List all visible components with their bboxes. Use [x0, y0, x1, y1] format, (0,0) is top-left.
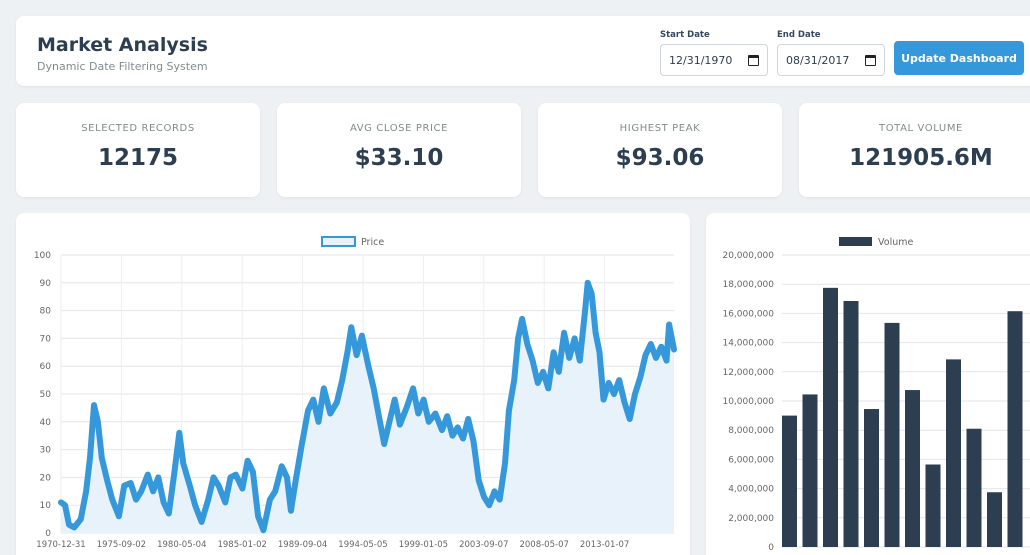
price-chart-card: Price 0 10 20 30 40 50 60 70 80 90 100 1970-12-31 197…	[16, 213, 690, 555]
start-date-value: 12/31/1970	[669, 53, 733, 67]
start-date-input[interactable]: 12/31/1970	[660, 44, 768, 76]
stat-label: AVG CLOSE PRICE	[349, 123, 449, 134]
y-tick-label: 14,000,000	[722, 339, 774, 349]
page-title: Market Analysis	[37, 34, 208, 56]
stat-label: TOTAL VOLUME	[879, 123, 963, 134]
stat-value: $93.06	[615, 145, 705, 171]
price-area	[61, 282, 674, 533]
x-tick-label: 1980-05-04	[157, 540, 206, 550]
update-dashboard-button[interactable]: Update Dashboard	[894, 41, 1024, 75]
y-tick-label: 80	[40, 307, 52, 317]
legend-swatch	[839, 237, 872, 246]
stat-label: SELECTED RECORDS	[81, 123, 195, 134]
y-tick-label: 12,000,000	[722, 368, 774, 378]
y-tick-label: 2,000,000	[728, 514, 774, 524]
stat-card-highest-peak: HIGHEST PEAK $93.06	[538, 103, 782, 197]
x-tick-label: 1975-09-02	[97, 540, 146, 550]
volume-bar	[864, 409, 879, 547]
y-tick-label: 100	[34, 251, 51, 261]
volume-bar	[966, 428, 982, 547]
volume-bar	[843, 300, 859, 547]
stat-value: 12175	[97, 145, 179, 171]
volume-bar	[987, 492, 1002, 547]
y-tick-label: 90	[40, 279, 52, 289]
price-legend: Price	[321, 236, 384, 248]
price-chart: Price 0 10 20 30 40 50 60 70 80 90 100 1970-12-31 197…	[34, 236, 677, 550]
volume-bar	[946, 359, 961, 547]
stat-label: HIGHEST PEAK	[619, 123, 701, 134]
y-tick-label: 8,000,000	[728, 426, 774, 436]
stat-card-total-volume: TOTAL VOLUME 121905.6M	[799, 103, 1030, 197]
y-tick-label: 10,000,000	[722, 397, 774, 407]
y-tick-label: 20,000,000	[722, 251, 774, 261]
y-tick-label: 6,000,000	[728, 455, 774, 465]
volume-bar	[823, 287, 838, 547]
volume-bar	[925, 464, 941, 547]
stat-value: $33.10	[354, 145, 444, 171]
y-tick-label: 20	[40, 473, 52, 483]
calendar-icon[interactable]	[748, 54, 759, 66]
volume-legend: Volume	[839, 237, 913, 248]
volume-bar	[905, 390, 920, 547]
header-card: Market Analysis Dynamic Date Filtering S…	[16, 16, 1030, 86]
volume-chart-card: Volume 0 2,000,000 4,000,000 6,000,000 8,000,…	[706, 213, 1030, 555]
start-date-label: Start Date	[660, 30, 710, 40]
y-tick-label: 10	[40, 501, 52, 511]
y-tick-label: 70	[40, 334, 52, 344]
y-tick-label: 50	[40, 390, 52, 400]
page-subtitle: Dynamic Date Filtering System	[37, 60, 208, 73]
y-tick-label: 0	[768, 543, 774, 553]
y-tick-label: 4,000,000	[728, 485, 774, 495]
y-tick-label: 40	[40, 418, 52, 428]
legend-label: Price	[361, 237, 384, 248]
calendar-icon[interactable]	[865, 54, 876, 66]
y-tick-label: 18,000,000	[722, 280, 774, 290]
volume-bar	[782, 415, 797, 547]
x-tick-label: 1989-09-04	[278, 540, 327, 550]
volume-bar	[1007, 311, 1023, 547]
x-tick-label: 1999-01-05	[399, 540, 448, 550]
volume-bar	[884, 322, 900, 547]
x-tick-label: 1985-01-02	[217, 540, 266, 550]
legend-label: Volume	[878, 237, 913, 248]
end-date-label: End Date	[777, 30, 821, 40]
stat-card-selected-records: SELECTED RECORDS 12175	[16, 103, 260, 197]
stat-card-avg-close-price: AVG CLOSE PRICE $33.10	[277, 103, 521, 197]
y-tick-label: 0	[45, 529, 51, 539]
y-tick-label: 30	[40, 446, 52, 456]
x-tick-label: 2008-05-07	[519, 540, 568, 550]
end-date-input[interactable]: 08/31/2017	[777, 44, 885, 76]
volume-chart: Volume 0 2,000,000 4,000,000 6,000,000 8,000,…	[722, 237, 1030, 553]
end-date-group: End Date 08/31/2017	[777, 30, 885, 76]
stat-value: 121905.6M	[849, 145, 993, 171]
x-tick-label: 2003-09-07	[459, 540, 508, 550]
volume-bar	[802, 394, 818, 547]
x-tick-label: 2013-01-07	[580, 540, 629, 550]
start-date-group: Start Date 12/31/1970	[660, 30, 768, 76]
x-tick-label: 1970-12-31	[36, 540, 85, 550]
x-tick-label: 1994-05-05	[338, 540, 387, 550]
price-line	[58, 279, 677, 534]
legend-swatch	[321, 236, 356, 247]
y-tick-label: 16,000,000	[722, 309, 774, 319]
y-tick-label: 60	[40, 362, 52, 372]
end-date-value: 08/31/2017	[786, 53, 850, 67]
